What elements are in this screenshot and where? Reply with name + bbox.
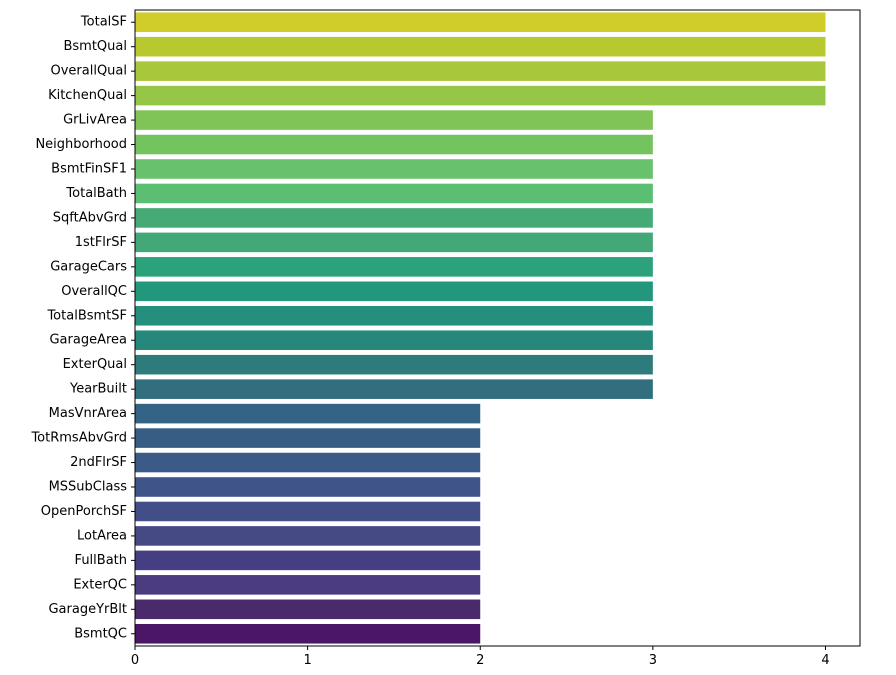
x-tick-label: 0 [131,653,139,668]
bar-TotalSF [135,12,826,33]
bar-GrLivArea [135,110,653,130]
y-tick-label: BsmtFinSF1 [51,162,127,177]
x-tick-label: 1 [303,653,311,668]
bar-BsmtQC [135,623,481,644]
y-tick-label: TotalBath [65,186,127,201]
y-tick-label: LotArea [77,528,127,543]
y-tick-label: GarageCars [50,259,127,274]
bar-YearBuilt [135,379,653,399]
y-tick-label: OverallQC [61,284,127,299]
y-tick-label: MasVnrArea [49,406,127,421]
y-tick-label: ExterQC [73,577,127,592]
bar-TotalBsmtSF [135,305,653,326]
x-tick-label: 2 [476,653,484,668]
bar-SqftAbvGrd [135,208,653,228]
bar-LotArea [135,526,481,546]
x-axis-ticks: 0 1 2 3 4 [131,646,830,668]
bar-BsmtQual [135,36,826,57]
y-axis-ticks: TotalSF BsmtQual OverallQual KitchenQual GrL… [30,15,135,641]
bar-OverallQC [135,281,653,302]
bar-GarageCars [135,257,653,277]
bar-GarageArea [135,330,653,351]
y-tick-label: BsmtQC [74,626,127,641]
bar-KitchenQual [135,85,826,106]
y-tick-label: TotRmsAbvGrd [30,431,127,446]
plot-frame [134,9,861,647]
y-tick-label: MSSubClass [49,480,128,495]
y-tick-label: SqftAbvGrd [53,210,127,225]
y-tick-label: TotalSF [80,15,127,30]
x-tick-label: 4 [821,653,829,668]
bar-2ndFlrSF [135,452,481,473]
bar-OpenPorchSF [135,501,481,522]
y-tick-label: OverallQual [50,64,127,79]
y-tick-label: Neighborhood [35,137,127,152]
y-tick-label: TotalBsmtSF [46,308,127,323]
bar-Neighborhood [135,134,653,155]
bar-MasVnrArea [135,403,481,424]
y-tick-label: 2ndFlrSF [70,455,127,470]
bar-TotalBath [135,183,653,204]
bars-layer [135,12,826,644]
y-tick-label: 1stFlrSF [75,235,127,250]
y-tick-label: OpenPorchSF [41,504,127,519]
y-tick-label: GrLivArea [63,113,127,128]
y-tick-label: YearBuilt [69,382,127,397]
bar-MSSubClass [135,477,481,497]
x-tick-label: 3 [649,653,657,668]
bar-OverallQual [135,61,826,81]
bar-BsmtFinSF1 [135,159,653,179]
y-tick-label: GarageYrBlt [48,602,127,617]
y-tick-label: ExterQual [63,357,127,372]
y-tick-label: KitchenQual [48,88,127,103]
bar-FullBath [135,550,481,571]
y-tick-label: BsmtQual [63,39,127,54]
bar-ExterQual [135,354,653,375]
bar-TotRmsAbvGrd [135,428,481,448]
bar-GarageYrBlt [135,599,481,620]
bar-ExterQC [135,575,481,595]
y-tick-label: FullBath [75,553,127,568]
bar-1stFlrSF [135,232,653,253]
y-tick-label: GarageArea [49,333,127,348]
